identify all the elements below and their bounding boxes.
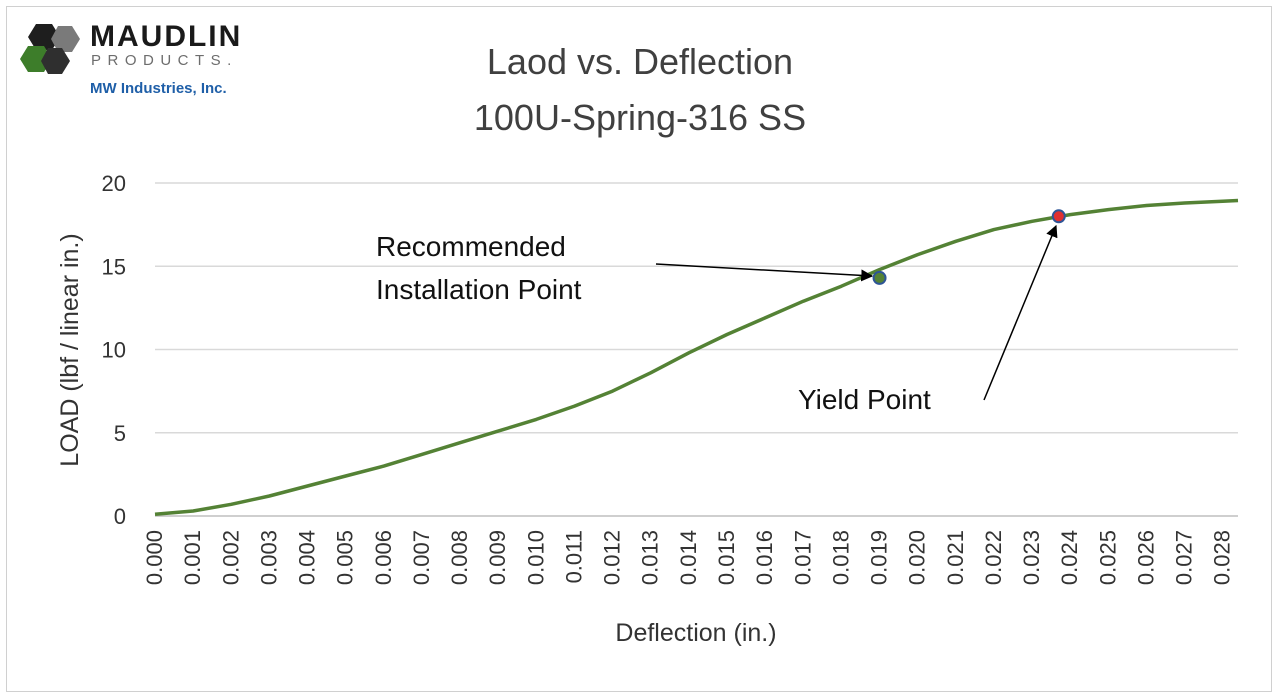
y-axis-label: LOAD (lbf / linear in.) xyxy=(56,233,84,466)
x-tick-label: 0.025 xyxy=(1095,530,1120,585)
x-tick-label: 0.014 xyxy=(676,530,701,585)
recommended-installation-point-marker xyxy=(872,270,887,285)
x-tick-label: 0.011 xyxy=(561,530,586,583)
company-logo: MAUDLIN PRODUCTS. MW Industries, Inc. xyxy=(18,14,328,104)
y-tick-label: 0 xyxy=(114,504,126,529)
x-tick-label: 0.022 xyxy=(981,530,1006,585)
chart-frame xyxy=(6,6,1272,692)
x-tick-label: 0.024 xyxy=(1057,530,1082,585)
x-tick-label: 0.016 xyxy=(752,530,777,585)
annotations: Recommended Installation Point Yield Poi… xyxy=(376,224,1058,415)
y-tick-label: 10 xyxy=(102,338,126,363)
x-tick-label: 0.003 xyxy=(256,530,281,585)
arrow-recommended xyxy=(655,263,874,282)
arrow-yield xyxy=(983,224,1058,401)
x-tick-label: 0.021 xyxy=(943,530,968,585)
x-tick-label: 0.008 xyxy=(447,530,472,585)
x-tick-label: 0.013 xyxy=(638,530,663,585)
yield-point-marker xyxy=(1051,209,1066,224)
y-tick-label: 20 xyxy=(102,171,126,196)
x-tick-label: 0.017 xyxy=(790,530,815,585)
x-tick-label: 0.027 xyxy=(1172,530,1197,585)
chart-title-line-2: 100U-Spring-316 SS xyxy=(474,97,806,138)
y-axis-ticks: 0 5 10 15 20 xyxy=(102,171,126,529)
annotation-recommended-line-1: Recommended xyxy=(376,231,566,262)
brand-subtitle: PRODUCTS. xyxy=(91,52,238,69)
x-tick-label: 0.015 xyxy=(714,530,739,585)
x-tick-label: 0.026 xyxy=(1133,530,1158,585)
y-tick-label: 15 xyxy=(102,254,126,279)
x-tick-label: 0.006 xyxy=(371,530,396,585)
annotation-yield: Yield Point xyxy=(798,384,931,415)
x-tick-label: 0.004 xyxy=(295,530,320,585)
chart-title-line-1: Laod vs. Deflection xyxy=(487,41,793,82)
x-tick-label: 0.023 xyxy=(1019,530,1044,585)
hexagon-logo-icon xyxy=(20,24,80,74)
x-tick-label: 0.000 xyxy=(142,530,167,585)
x-tick-label: 0.028 xyxy=(1210,530,1235,585)
series-line xyxy=(154,198,1239,517)
x-tick-label: 0.001 xyxy=(180,530,205,585)
x-tick-label: 0.009 xyxy=(485,530,510,585)
annotation-recommended-line-2: Installation Point xyxy=(376,274,582,305)
y-tick-label: 5 xyxy=(114,421,126,446)
brand-name: MAUDLIN xyxy=(90,20,243,53)
x-tick-label: 0.010 xyxy=(523,530,548,585)
x-axis-ticks: 0.000 0.001 0.002 0.003 0.004 0.005 0.006 0.007… xyxy=(142,530,1235,585)
x-axis-label: Deflection (in.) xyxy=(615,619,776,647)
x-tick-label: 0.007 xyxy=(409,530,434,585)
x-tick-label: 0.005 xyxy=(333,530,358,585)
x-tick-label: 0.020 xyxy=(905,530,930,585)
highlight-points xyxy=(872,209,1066,285)
brand-company: MW Industries, Inc. xyxy=(90,80,227,97)
x-tick-label: 0.002 xyxy=(218,530,243,585)
x-tick-label: 0.012 xyxy=(600,530,625,585)
x-tick-label: 0.018 xyxy=(828,530,853,585)
x-tick-label: 0.019 xyxy=(867,530,892,585)
